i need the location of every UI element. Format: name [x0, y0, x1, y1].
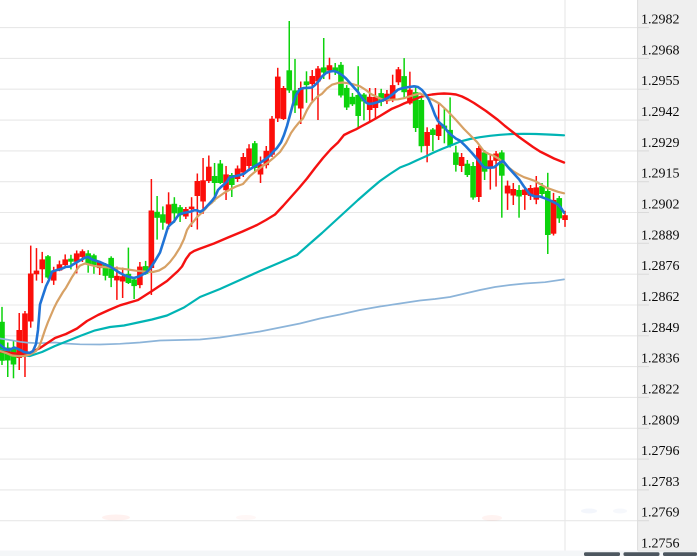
svg-text:1.2796: 1.2796 [641, 444, 680, 459]
svg-text:1.2902: 1.2902 [641, 198, 680, 213]
svg-text:1.2756: 1.2756 [641, 537, 680, 552]
svg-text:1.2836: 1.2836 [641, 352, 680, 367]
svg-text:1.2849: 1.2849 [641, 321, 680, 336]
svg-text:1.2862: 1.2862 [641, 290, 680, 305]
svg-text:1.2876: 1.2876 [641, 259, 680, 274]
svg-text:1.2942: 1.2942 [641, 105, 680, 120]
svg-text:1.2968: 1.2968 [641, 43, 680, 58]
svg-text:1.2915: 1.2915 [641, 167, 680, 182]
svg-text:1.2769: 1.2769 [641, 506, 680, 521]
svg-text:1.2929: 1.2929 [641, 136, 680, 151]
svg-text:1.2982: 1.2982 [641, 13, 680, 28]
svg-text:1.2822: 1.2822 [641, 382, 680, 397]
svg-text:1.2809: 1.2809 [641, 413, 680, 428]
svg-text:1.2783: 1.2783 [641, 475, 680, 490]
svg-text:1.2955: 1.2955 [641, 74, 680, 89]
svg-text:1.2889: 1.2889 [641, 228, 680, 243]
